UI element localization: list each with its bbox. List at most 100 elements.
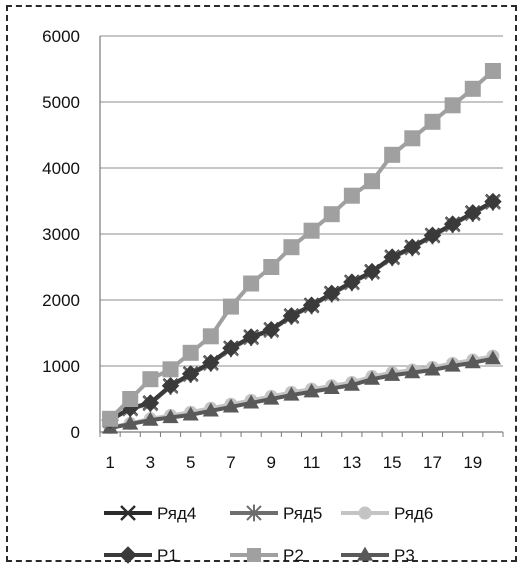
axes	[99, 36, 504, 437]
x-axis-tick-labels: 1 3 5 7 9 11 13 15 17 19	[105, 453, 482, 472]
data-point	[444, 357, 461, 372]
data-point	[364, 173, 381, 190]
data-point	[222, 298, 239, 315]
data-point	[302, 296, 321, 315]
y-tick-label: 6000	[42, 27, 80, 46]
data-point	[343, 187, 360, 204]
legend-entry: Ряд5	[230, 504, 322, 523]
data-point	[363, 262, 381, 281]
legend-entry: Ряд4	[104, 504, 196, 523]
x-tick-label: 3	[146, 453, 155, 472]
legend-label: Ряд5	[283, 504, 322, 523]
data-point	[122, 415, 139, 430]
data-point	[161, 377, 180, 395]
legend-label: Ряд6	[394, 504, 433, 523]
series-group	[101, 62, 502, 434]
x-tick-label: 17	[423, 453, 442, 472]
legend-marker	[120, 505, 136, 521]
data-point	[404, 130, 421, 147]
data-point	[343, 273, 361, 291]
legend-marker	[119, 546, 137, 564]
legend-entry: Ряд6	[341, 504, 433, 523]
y-tick-label: 0	[71, 423, 80, 442]
data-point	[182, 406, 199, 421]
data-point	[162, 361, 179, 378]
legend-marker	[246, 504, 262, 522]
gridlines	[100, 35, 503, 367]
data-point	[142, 371, 159, 388]
data-point	[444, 97, 461, 114]
data-point	[222, 339, 240, 357]
legend-label: P3	[394, 546, 415, 564]
data-point	[202, 328, 219, 345]
data-point	[243, 275, 260, 292]
y-axis-tick-labels: 0 1000 2000 3000 4000 5000 6000	[42, 27, 80, 442]
data-point	[141, 394, 160, 412]
chart-frame: 0 1000 2000 3000 4000 5000 6000 1 3 5 7 9 11 13 15 17 1…	[6, 5, 517, 564]
x-tick-label: 13	[342, 453, 361, 472]
legend-entry: P2	[230, 546, 304, 564]
data-point	[242, 328, 260, 346]
data-point	[303, 383, 320, 398]
data-point	[424, 361, 441, 376]
x-tick-label: 1	[105, 453, 114, 472]
data-point	[283, 386, 300, 401]
data-point	[464, 80, 481, 97]
data-point	[243, 394, 260, 409]
data-point	[464, 204, 482, 222]
legend-entry: P3	[341, 546, 415, 564]
x-tick-label: 5	[186, 453, 195, 472]
data-point	[322, 284, 341, 303]
series-P3	[102, 350, 501, 434]
data-point	[384, 366, 401, 381]
data-point	[202, 353, 220, 372]
x-tick-label: 19	[463, 453, 482, 472]
data-point	[222, 398, 240, 413]
data-point	[384, 146, 401, 163]
x-tick-label: 11	[303, 453, 321, 472]
legend-marker	[356, 546, 374, 561]
data-point	[464, 354, 481, 369]
x-tick-label: 15	[383, 453, 402, 472]
data-point	[182, 344, 199, 361]
legend: Ряд4 Ряд5 Ряд6 P1 P2 P3	[104, 504, 433, 564]
data-point	[323, 380, 340, 395]
data-point	[403, 238, 422, 256]
data-point	[122, 391, 139, 407]
data-point	[404, 364, 421, 379]
data-point	[484, 192, 502, 211]
legend-marker	[247, 548, 261, 562]
data-point	[262, 320, 281, 339]
legend-label: Ряд4	[157, 504, 196, 523]
x-tick-label: 7	[226, 453, 235, 472]
data-point	[484, 350, 501, 365]
data-point	[363, 370, 381, 385]
data-point	[323, 206, 340, 223]
data-point	[424, 113, 441, 130]
y-tick-label: 3000	[42, 225, 80, 244]
data-point	[282, 307, 301, 325]
data-point	[142, 411, 159, 426]
data-point	[263, 390, 280, 405]
y-tick-label: 2000	[42, 291, 80, 310]
y-tick-label: 5000	[42, 93, 80, 112]
legend-entry: P1	[104, 546, 178, 564]
data-point	[202, 402, 219, 417]
data-point	[484, 62, 501, 79]
y-tick-label: 4000	[42, 159, 80, 178]
legend-marker	[358, 506, 372, 520]
x-tick-label: 9	[267, 453, 276, 472]
legend-label: P2	[283, 546, 304, 564]
data-point	[443, 215, 462, 233]
data-point	[162, 409, 179, 424]
data-point	[423, 226, 442, 245]
data-point	[343, 376, 360, 391]
data-point	[283, 239, 300, 256]
legend-label: P1	[157, 546, 178, 564]
data-point	[181, 365, 200, 383]
data-point	[102, 410, 119, 427]
data-point	[263, 259, 280, 275]
series-P2	[102, 62, 501, 427]
y-tick-label: 1000	[42, 357, 80, 376]
